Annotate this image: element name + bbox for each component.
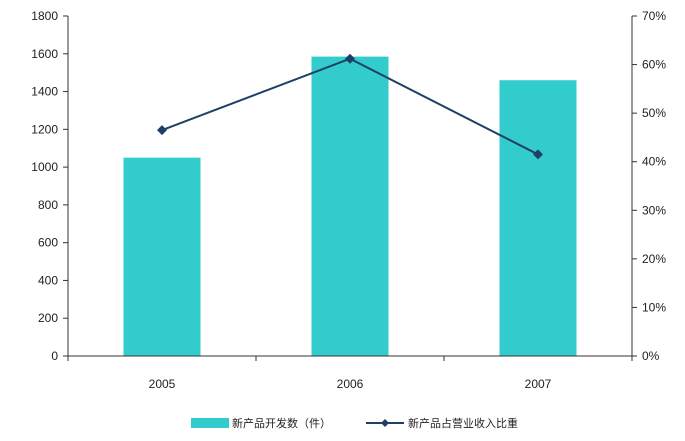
left-tick-label: 1000 [31, 160, 58, 174]
x-tick-label: 2005 [149, 377, 176, 391]
axes-group [67, 16, 633, 357]
left-tick-label: 1400 [31, 85, 58, 99]
left-tick-label: 800 [38, 198, 58, 212]
left-tick-label: 1200 [31, 122, 58, 136]
right-tick-label: 20% [642, 252, 666, 266]
right-axis-ticks: 0% 10% 20% 30% 40% 50% 60% 70% [632, 9, 666, 363]
bar-2006 [311, 56, 389, 356]
line-point-2007 [533, 149, 543, 160]
left-tick-label: 200 [38, 311, 58, 325]
left-tick-label: 1600 [31, 47, 58, 61]
line-point-2005 [157, 125, 167, 136]
right-tick-label: 50% [642, 106, 666, 120]
left-tick-label: 600 [38, 236, 58, 250]
x-axis-ticks: 2005 2006 2007 [67, 356, 633, 391]
legend-line-marker [381, 419, 389, 427]
line-point-2006 [345, 53, 355, 64]
right-tick-label: 40% [642, 155, 666, 169]
right-tick-label: 0% [642, 349, 660, 363]
x-tick-label: 2006 [337, 377, 364, 391]
right-tick-label: 70% [642, 9, 666, 23]
left-tick-label: 400 [38, 273, 58, 287]
left-tick-label: 1800 [31, 9, 58, 23]
right-tick-label: 30% [642, 203, 666, 217]
left-axis-ticks: 0 200 400 600 800 1000 1200 1400 1600 1800 [31, 9, 68, 363]
bar-2007 [499, 80, 577, 356]
legend-bar-swatch [191, 418, 229, 428]
legend-line-label: 新产品占营业收入比重 [408, 416, 518, 430]
x-tick-label: 2007 [525, 377, 552, 391]
left-tick-label: 0 [51, 349, 58, 363]
right-tick-label: 10% [642, 300, 666, 314]
legend: 新产品开发数（件） 新产品占营业收入比重 [191, 416, 518, 430]
right-tick-label: 60% [642, 58, 666, 72]
bars-group [123, 56, 577, 356]
legend-bar-label: 新产品开发数（件） [232, 416, 331, 430]
bar-2005 [123, 157, 201, 356]
line-series-group [157, 53, 543, 160]
